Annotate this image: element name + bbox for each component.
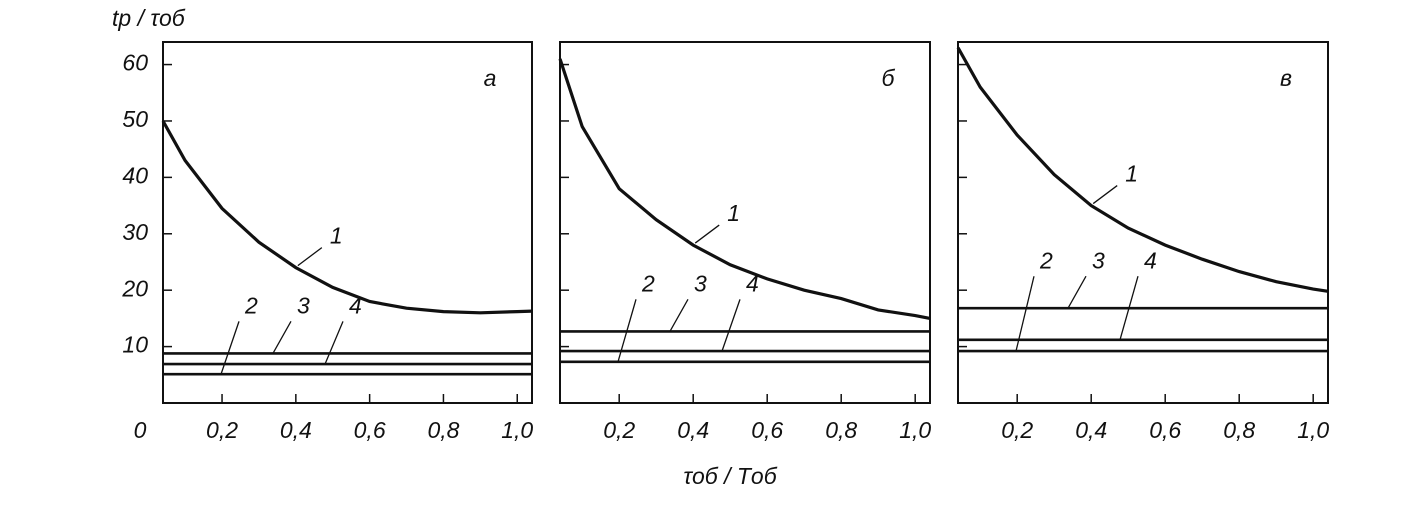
panel-frame [559,41,931,404]
panel-label: в [1280,65,1292,91]
y-tick-label: 60 [122,50,148,76]
leader-line [272,321,292,354]
x-tick-label: 1,0 [899,417,931,443]
x-tick-label: 0,4 [677,417,709,443]
x-tick-label: 0,2 [206,417,238,443]
y-tick-label: 30 [122,219,148,245]
x-tick-label: 0,2 [603,417,635,443]
series-line [956,46,1329,293]
series-label: 4 [349,292,362,318]
y-axis-label: tр / τоб [112,5,186,31]
series-label: 3 [1092,247,1105,273]
y-tick-label: 50 [122,106,148,132]
leader-line [1119,276,1139,341]
leader-line [1092,185,1118,205]
series-label: 1 [1125,161,1138,187]
series-line [161,120,533,315]
x-tick-label: 0,6 [354,417,386,443]
series-label: 3 [297,292,310,318]
x-tick-label: 0,4 [1075,417,1107,443]
x-tick-label: 1,0 [501,417,533,443]
x-tick-label: 0,4 [280,417,312,443]
leader-line [669,299,689,332]
series-label: 4 [746,270,759,296]
panel-frame [162,41,533,404]
panel-label: а [484,65,497,91]
x-tick-label: 0,8 [825,417,857,443]
origin-label: 0 [134,417,147,443]
y-tick-label: 10 [122,332,148,358]
panel-label: б [882,65,896,91]
x-axis-label: τоб / Tоб [683,463,777,489]
leader-line [1067,275,1087,309]
y-tick-label: 40 [122,162,148,188]
x-tick-label: 1,0 [1297,417,1329,443]
x-tick-label: 0,8 [1223,417,1255,443]
x-tick-label: 0,8 [427,417,459,443]
x-tick-label: 0,6 [1149,417,1181,443]
series-label: 2 [1039,247,1053,273]
leader-line [297,247,323,267]
series-label: 1 [330,223,343,249]
series-line [558,58,931,320]
leader-line [694,224,720,244]
series-label: 3 [694,270,707,296]
y-tick-label: 20 [121,275,148,301]
leader-line [220,321,240,375]
panel-frame [957,41,1329,404]
leader-line [721,299,741,352]
x-tick-label: 0,2 [1001,417,1033,443]
series-label: 2 [244,292,258,318]
series-label: 2 [641,270,655,296]
series-label: 1 [727,200,740,226]
series-label: 4 [1144,247,1157,273]
leader-line [324,321,344,365]
x-tick-label: 0,6 [751,417,783,443]
